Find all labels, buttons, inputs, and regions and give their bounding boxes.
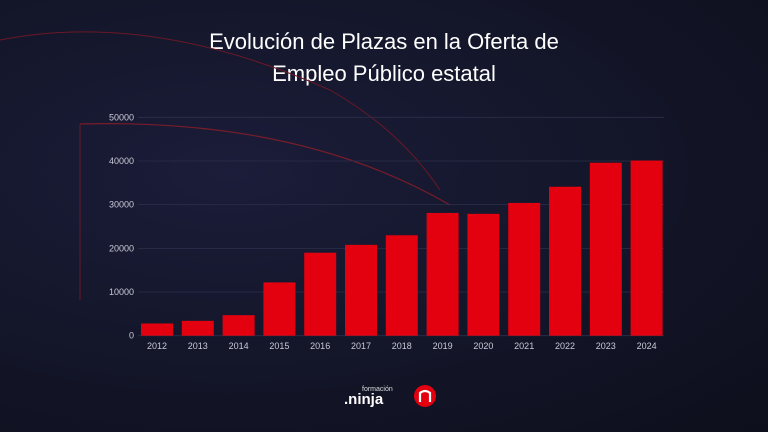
bar-2019 bbox=[426, 212, 459, 336]
x-tick-label: 2014 bbox=[229, 341, 249, 351]
bar-2018 bbox=[385, 235, 418, 336]
y-tick-label: 10000 bbox=[109, 287, 134, 297]
bar-2012 bbox=[141, 323, 173, 336]
decorative-arcs bbox=[0, 31, 451, 300]
y-tick-label: 30000 bbox=[109, 200, 134, 210]
x-tick-label: 2024 bbox=[637, 341, 657, 351]
y-tick-label: 50000 bbox=[109, 112, 134, 122]
bar-2017 bbox=[345, 244, 377, 336]
x-tick-label: 2012 bbox=[147, 341, 167, 351]
bar-2016 bbox=[304, 252, 337, 336]
x-tick-label: 2018 bbox=[392, 341, 412, 351]
x-tick-label: 2016 bbox=[310, 341, 330, 351]
x-tick-label: 2013 bbox=[188, 341, 208, 351]
y-tick-label: 40000 bbox=[109, 156, 134, 166]
bar-2022 bbox=[549, 186, 581, 336]
bar-2021 bbox=[508, 202, 541, 336]
x-tick-label: 2022 bbox=[555, 341, 575, 351]
y-tick-label: 0 bbox=[129, 331, 134, 341]
chart-title-line1: Evolución de Plazas en la Oferta de bbox=[209, 29, 559, 54]
x-tick-label: 2019 bbox=[433, 341, 453, 351]
x-tick-label: 2020 bbox=[473, 341, 493, 351]
x-tick-label: 2021 bbox=[514, 341, 534, 351]
y-tick-label: 20000 bbox=[109, 243, 134, 253]
bar-2013 bbox=[181, 320, 214, 336]
formacion-ninja-logo: formación .ninja bbox=[340, 380, 440, 410]
chart-title-line2: Empleo Público estatal bbox=[272, 61, 496, 86]
x-tick-label: 2017 bbox=[351, 341, 371, 351]
x-tick-label: 2023 bbox=[596, 341, 616, 351]
bar-2023 bbox=[589, 162, 622, 336]
x-tick-label: 2015 bbox=[269, 341, 289, 351]
bar-2015 bbox=[263, 282, 296, 336]
svg-text:formación: formación bbox=[362, 386, 393, 393]
bar-2020 bbox=[467, 213, 500, 336]
bar-2014 bbox=[222, 315, 255, 336]
svg-text:.ninja: .ninja bbox=[344, 391, 384, 408]
bar-2024 bbox=[630, 160, 663, 336]
chart-title: Evolución de Plazas en la Oferta de Empl… bbox=[0, 26, 768, 90]
